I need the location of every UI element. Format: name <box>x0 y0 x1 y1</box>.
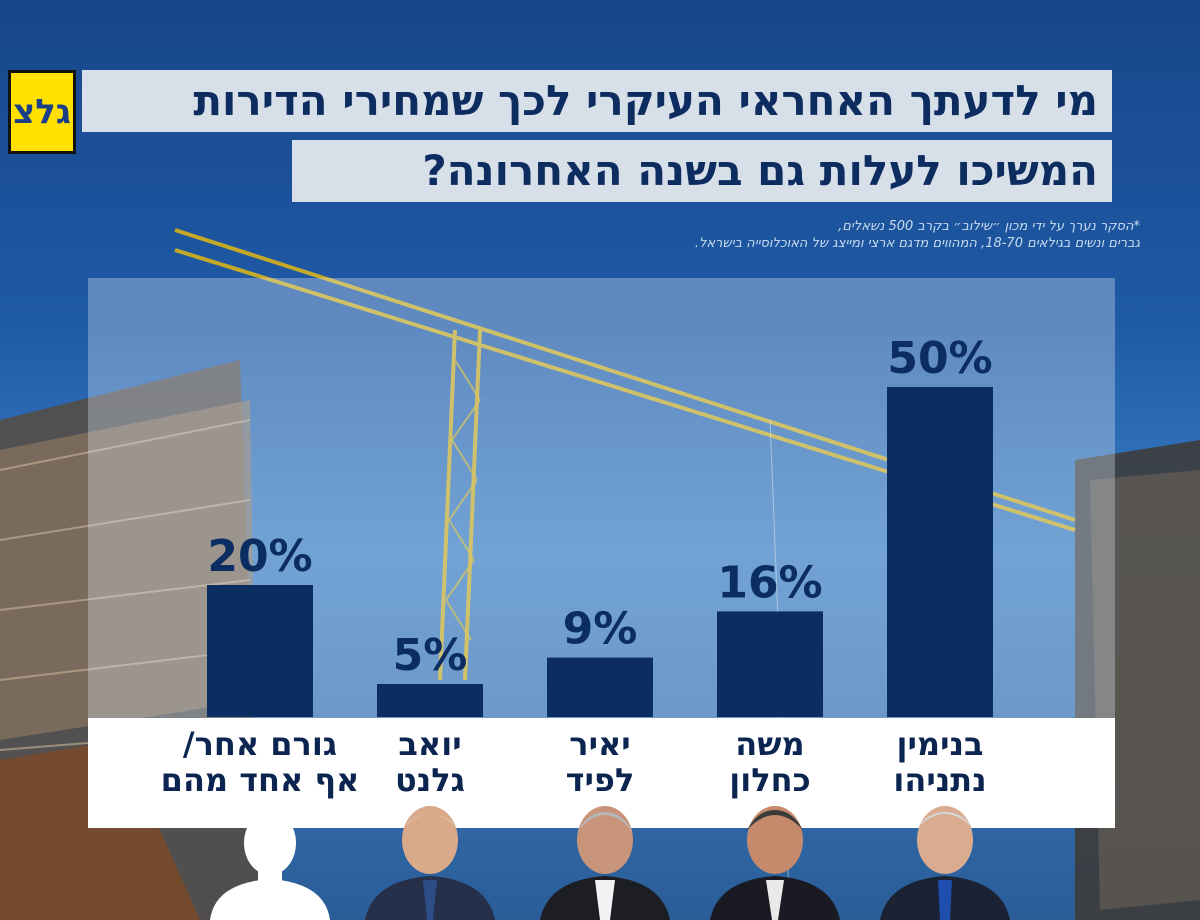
person-photo <box>365 806 495 920</box>
category-label-line-2: לפיד <box>565 761 635 799</box>
bar-value-label: 50% <box>887 333 992 384</box>
footnote-line-1: *הסקר נערך על ידי מכון ״שילוב״ בקרב 500 … <box>838 219 1140 234</box>
category-label-line-1: יאיר <box>569 725 631 763</box>
category-label-line-1: בנימין <box>896 725 984 763</box>
category-label-kahlon: משה כחלון <box>665 726 875 798</box>
category-label-line-1: משה <box>735 725 805 763</box>
footnote-line-2: גברים ונשים בגילאים 18-70, המהווים מדגם … <box>694 236 1140 251</box>
survey-footnote: *הסקר נערך על ידי מכון ״שילוב״ בקרב 500 … <box>500 218 1140 252</box>
bar-value-label: 5% <box>393 630 468 681</box>
category-label-line-1: יואב <box>398 725 462 763</box>
bar <box>377 684 483 717</box>
bar <box>887 387 993 717</box>
bar <box>207 585 313 717</box>
chart-title-line-2: המשיכו לעלות גם בשנה האחרונה? <box>292 140 1112 202</box>
category-label-netanyahu: בנימין נתניהו <box>835 726 1045 798</box>
silhouette-icon <box>210 811 330 920</box>
bar-value-label: 20% <box>207 531 312 582</box>
category-label-line-2: אף אחד מהם <box>160 761 360 799</box>
category-label-line-1: גורם אחר/ <box>182 725 338 763</box>
chart-title-line-1: מי לדעתך האחראי העיקרי לכך שמחירי הדירות <box>82 70 1112 132</box>
category-label-line-2: נתניהו <box>893 761 987 799</box>
category-label-gallant: יואב גלנט <box>325 726 535 798</box>
logo-text: גלצ <box>13 92 71 132</box>
category-label-other: גורם אחר/ אף אחד מהם <box>155 726 365 798</box>
bar-value-label: 16% <box>717 557 822 608</box>
person-photo <box>880 806 1010 920</box>
person-photo <box>540 806 670 920</box>
bar-value-label: 9% <box>563 604 638 655</box>
category-label-lapid: יאיר לפיד <box>495 726 705 798</box>
bar <box>717 611 823 717</box>
bar <box>547 657 653 717</box>
person-photo <box>710 806 840 920</box>
brand-logo: גלצ <box>8 70 76 154</box>
category-label-line-2: כחלון <box>729 761 811 799</box>
category-label-line-2: גלנט <box>395 761 465 799</box>
